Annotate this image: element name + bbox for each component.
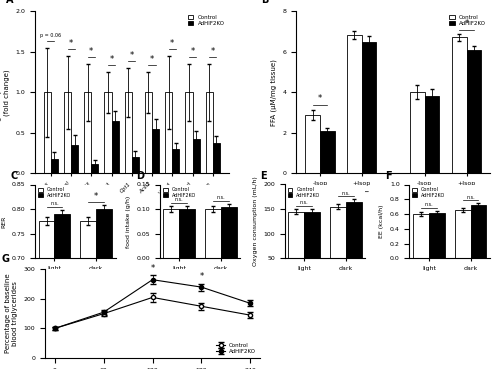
Text: D: D <box>136 170 143 180</box>
Bar <box>424 96 440 173</box>
Bar <box>145 92 152 173</box>
Y-axis label: EE (kcal/h): EE (kcal/h) <box>380 205 384 238</box>
Bar <box>71 145 78 173</box>
Text: *: * <box>210 47 215 56</box>
Bar <box>80 221 96 369</box>
Text: *: * <box>199 272 203 281</box>
Text: *: * <box>150 264 154 273</box>
Text: *: * <box>94 193 98 201</box>
Legend: Control, AdHIF2KO: Control, AdHIF2KO <box>215 342 257 355</box>
Y-axis label: FFA (μM/mg tissue): FFA (μM/mg tissue) <box>270 59 277 126</box>
Bar <box>124 92 132 173</box>
Bar <box>454 210 470 258</box>
Text: G: G <box>2 254 10 264</box>
Bar <box>346 202 362 283</box>
Bar <box>64 92 71 173</box>
Text: sc: sc <box>338 201 344 206</box>
Text: n.s.: n.s. <box>175 197 184 203</box>
Text: *: * <box>150 55 154 64</box>
Bar <box>186 92 192 173</box>
Bar <box>92 164 98 173</box>
Bar <box>172 149 180 173</box>
Text: *: * <box>464 19 468 28</box>
Bar <box>164 209 180 258</box>
Y-axis label: food intake (g/h): food intake (g/h) <box>126 195 131 248</box>
Bar <box>112 121 118 173</box>
Bar <box>51 159 58 173</box>
Legend: Control, AdHIF2KO: Control, AdHIF2KO <box>412 187 446 199</box>
Bar <box>104 92 112 173</box>
Bar <box>452 37 466 173</box>
Bar <box>38 221 54 369</box>
Bar <box>413 214 429 258</box>
Bar <box>466 49 481 173</box>
Text: *: * <box>130 51 134 60</box>
Y-axis label: gene expression
(fold change): gene expression (fold change) <box>0 63 10 121</box>
Bar <box>304 211 320 283</box>
Text: B: B <box>262 0 269 5</box>
Bar <box>305 114 320 173</box>
Text: n.s.: n.s. <box>216 195 225 200</box>
Text: *: * <box>69 39 73 48</box>
Bar <box>288 211 304 283</box>
Text: C: C <box>11 170 18 180</box>
Text: F: F <box>386 170 392 180</box>
Bar <box>347 35 362 173</box>
Text: n.s.: n.s. <box>300 200 308 206</box>
Bar <box>84 92 91 173</box>
Legend: Control, AdHIF2KO: Control, AdHIF2KO <box>186 14 226 27</box>
Bar <box>132 157 139 173</box>
Y-axis label: Percentage of baseline
blood triglycerides: Percentage of baseline blood triglycerid… <box>5 274 18 354</box>
Text: gon: gon <box>440 201 452 206</box>
Text: *: * <box>318 94 322 103</box>
Bar <box>206 92 212 173</box>
Text: A: A <box>6 0 14 5</box>
Y-axis label: Oxygen consumption (mL/h): Oxygen consumption (mL/h) <box>252 176 258 266</box>
Legend: Control, AdHIF2KO: Control, AdHIF2KO <box>38 187 72 199</box>
Legend: Control, AdHIF2KO: Control, AdHIF2KO <box>162 187 196 199</box>
Text: *: * <box>170 39 174 48</box>
Bar <box>165 92 172 173</box>
Bar <box>180 209 195 258</box>
Text: E: E <box>260 170 267 180</box>
Bar <box>192 139 200 173</box>
Text: *: * <box>190 47 194 56</box>
Legend: Control, AdHIF2KO: Control, AdHIF2KO <box>448 14 487 27</box>
Text: p = 0.06: p = 0.06 <box>40 33 62 38</box>
Bar <box>470 205 486 258</box>
Legend: Control, AdHIF2KO: Control, AdHIF2KO <box>287 187 321 199</box>
Text: *: * <box>110 55 114 64</box>
Bar <box>330 207 345 283</box>
Y-axis label: RER: RER <box>1 215 6 228</box>
Bar <box>152 129 159 173</box>
Text: n.s.: n.s. <box>466 194 475 200</box>
Text: n.s.: n.s. <box>50 201 59 206</box>
Bar <box>362 41 376 173</box>
Bar <box>320 131 334 173</box>
Bar <box>212 142 220 173</box>
Text: n.s.: n.s. <box>342 190 350 196</box>
Bar <box>96 209 112 369</box>
Bar <box>54 214 70 369</box>
Text: *: * <box>89 47 94 56</box>
Text: n.s.: n.s. <box>424 202 433 207</box>
Bar <box>205 209 221 258</box>
Bar <box>221 207 236 258</box>
Bar <box>429 213 444 258</box>
Bar <box>44 92 51 173</box>
Bar <box>410 92 424 173</box>
